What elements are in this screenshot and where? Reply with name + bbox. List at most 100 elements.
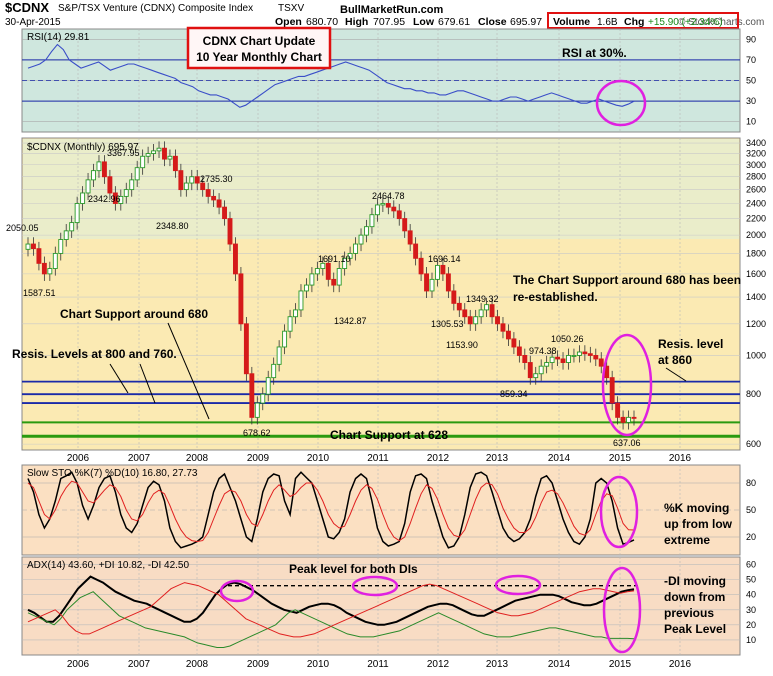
- candle-body: [402, 218, 408, 232]
- price-data-label: 1696.14: [428, 254, 461, 264]
- open-value: 680.70: [306, 16, 338, 28]
- site-label: BullMarketRun.com: [340, 4, 444, 16]
- candle-body: [418, 257, 424, 275]
- stochastic-layer: [27, 471, 635, 549]
- year-label-bottom: 2016: [669, 659, 692, 670]
- candle-body: [576, 351, 582, 356]
- price-tick-label: 3400: [746, 138, 766, 148]
- resis-860-line2: at 860: [658, 353, 692, 367]
- candle-body: [522, 354, 528, 363]
- candle-body: [626, 416, 631, 423]
- high-value: 707.95: [373, 16, 405, 28]
- candle-body: [123, 189, 129, 197]
- price-tick-label: 1800: [746, 248, 766, 258]
- candle-body: [527, 362, 533, 379]
- candle-body: [80, 192, 86, 204]
- candle-body: [609, 377, 615, 404]
- candle-body: [538, 365, 544, 375]
- open-label: Open: [275, 16, 302, 28]
- candle-body: [63, 230, 69, 240]
- ticker-label: $CDNX: [5, 0, 49, 15]
- candle-body: [380, 203, 386, 206]
- candle-body: [500, 323, 506, 332]
- year-label-mid: 2015: [609, 453, 632, 464]
- candle-body: [582, 351, 588, 355]
- adx-tick-label: 30: [746, 605, 756, 615]
- support-680-arrow: [167, 322, 210, 420]
- candle-body: [336, 268, 342, 286]
- candle-body: [167, 155, 173, 160]
- candle-body: [211, 195, 217, 201]
- year-label-bottom: 2006: [67, 659, 90, 670]
- support-628-annotation: Chart Support at 628: [330, 428, 448, 442]
- axis-layer: 10 30 50 70 90 600 800 1000 1200 1400 1600 1800 2000…: [67, 34, 766, 670]
- price-data-label: 1342.87: [334, 316, 367, 326]
- title-line-2: 10 Year Monthly Chart: [196, 50, 322, 64]
- price-tick-label: 2800: [746, 172, 766, 182]
- ohlc-readout: Open 680.70 High 707.95 Low 679.61 Close…: [275, 16, 542, 28]
- candle-body: [140, 155, 146, 169]
- candle-body: [287, 316, 293, 332]
- price-tick-label: 1600: [746, 269, 766, 279]
- candle-body: [151, 150, 157, 155]
- support-680-annotation: Chart Support around 680: [60, 307, 208, 321]
- candle-body: [227, 218, 233, 245]
- candle-body: [544, 362, 550, 367]
- rsi-tick-label: 50: [746, 76, 756, 86]
- sto-annotation-line1: %K moving: [664, 501, 729, 515]
- price-tick-label: 3000: [746, 160, 766, 170]
- year-label-mid: 2013: [486, 453, 509, 464]
- resis-860-arrow: [665, 367, 687, 382]
- adx-line: [27, 575, 635, 626]
- low-value: 679.61: [438, 16, 470, 28]
- title-line-1: CDNX Chart Update: [203, 34, 316, 48]
- adx-tick-label: 20: [746, 620, 756, 630]
- volume-box: [547, 12, 739, 29]
- price-data-label: 637.06: [613, 438, 641, 448]
- rsi-tick-label: 70: [746, 55, 756, 65]
- candle-body: [549, 356, 555, 363]
- adx-circle-3: [494, 574, 542, 596]
- price-data-label: 1691.10: [318, 254, 351, 264]
- volume-label: Volume: [553, 16, 590, 28]
- price-data-label: 2735.30: [200, 174, 233, 184]
- price-data-label: 678.62: [243, 428, 271, 438]
- chg-value: +15.90 (+2.34%): [648, 17, 723, 28]
- price-data-label: 2464.78: [372, 191, 405, 201]
- adx-tick-label: 50: [746, 575, 756, 585]
- candle-body: [91, 170, 96, 181]
- candle-body: [467, 316, 473, 325]
- candle-body: [435, 264, 440, 280]
- sto-k-line: [27, 471, 635, 549]
- price-tick-label: 800: [746, 389, 761, 399]
- year-label-bottom: 2007: [128, 659, 151, 670]
- chg-label: Chg: [624, 16, 644, 28]
- price-data-label: 1050.26: [551, 334, 584, 344]
- candle-body: [276, 346, 282, 365]
- candle-body: [314, 268, 320, 275]
- year-label-mid: 2012: [427, 453, 450, 464]
- candle-body: [593, 354, 599, 360]
- date-label: 30-Apr-2015: [5, 17, 61, 28]
- price-data-label: 2348.80: [156, 221, 189, 231]
- price-tick-label: 2600: [746, 185, 766, 195]
- year-label-bottom: 2014: [548, 659, 571, 670]
- adx-di-annotation-line2: down from: [664, 590, 725, 604]
- year-label-mid: 2010: [307, 453, 330, 464]
- candle-body: [429, 278, 435, 292]
- candle-body: [473, 316, 479, 325]
- candle-body: [58, 239, 64, 254]
- price-tick-label: 1200: [746, 319, 766, 329]
- price-data-label: 1587.51: [23, 288, 56, 298]
- exchange-label: TSXV: [278, 3, 304, 14]
- price-tick-label: 600: [746, 439, 761, 449]
- year-label-mid: 2009: [247, 453, 270, 464]
- candle-body: [364, 226, 369, 236]
- candle-body: [396, 210, 402, 220]
- candle-body: [407, 230, 413, 245]
- candle-body: [271, 363, 277, 379]
- stochastic-panel-label: Slow STO %K(7) %D(10) 16.80, 27.73: [27, 468, 198, 479]
- candle-body: [112, 192, 118, 204]
- candle-body: [385, 203, 391, 208]
- candle-body: [69, 222, 75, 232]
